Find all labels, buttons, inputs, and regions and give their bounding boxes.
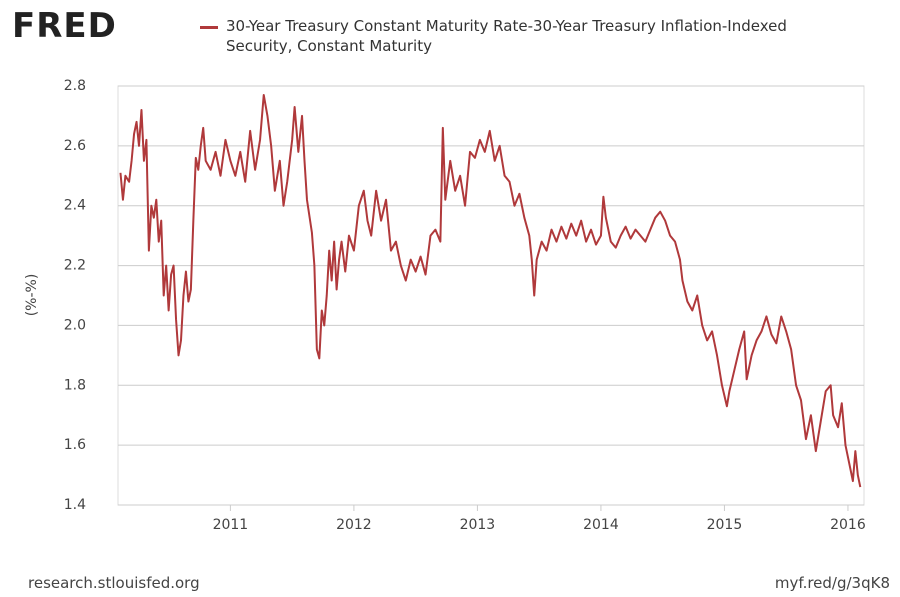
legend: 30-Year Treasury Constant Maturity Rate-… xyxy=(200,16,840,56)
legend-swatch xyxy=(200,26,218,29)
x-tick-label: 2016 xyxy=(830,517,866,533)
y-axis-label: (%-%) xyxy=(24,274,40,317)
x-tick-label: 2015 xyxy=(707,517,743,533)
legend-label: 30-Year Treasury Constant Maturity Rate-… xyxy=(226,17,787,55)
data-line xyxy=(119,93,862,488)
plot-area xyxy=(117,85,865,506)
logo[interactable]: FRED xyxy=(12,6,117,46)
y-tick-label: 1.6 xyxy=(64,437,86,453)
y-tick-label: 2.0 xyxy=(64,317,86,333)
y-tick-label: 2.4 xyxy=(64,198,86,214)
x-tick-label: 2013 xyxy=(460,517,496,533)
y-tick-label: 1.4 xyxy=(64,497,86,513)
y-tick-label: 2.8 xyxy=(64,78,86,94)
x-tick-label: 2011 xyxy=(213,517,249,533)
y-tick-label: 1.8 xyxy=(64,377,86,393)
y-tick-label: 2.6 xyxy=(64,138,86,154)
x-tick-label: 2014 xyxy=(583,517,619,533)
footer-source[interactable]: research.stlouisfed.org xyxy=(28,574,200,592)
x-tick-label: 2012 xyxy=(336,517,372,533)
footer-link[interactable]: myf.red/g/3qK8 xyxy=(774,574,890,592)
y-tick-label: 2.2 xyxy=(64,258,86,274)
